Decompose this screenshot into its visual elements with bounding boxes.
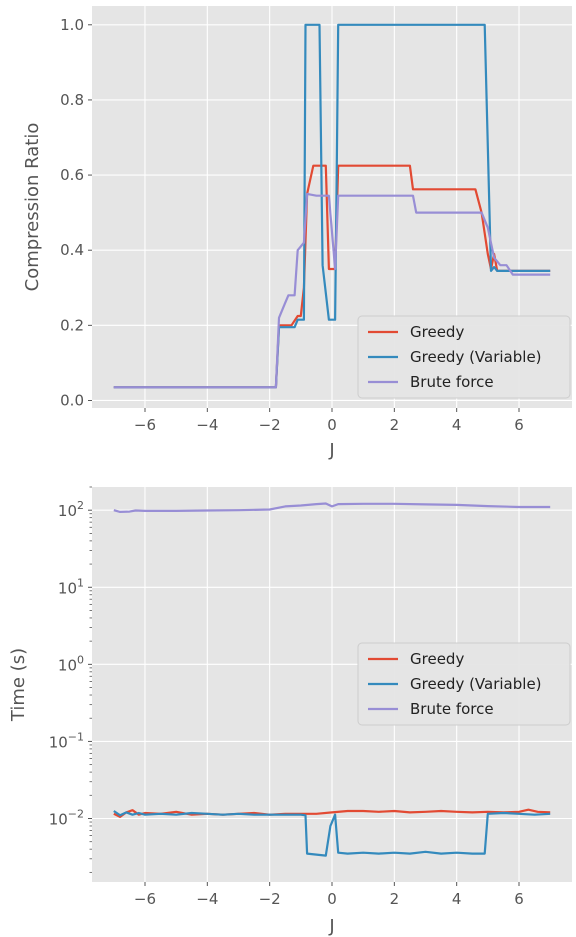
chart2-x-tick-label: 4 <box>452 890 462 908</box>
chart1-legend-label-greedy: Greedy <box>410 323 464 341</box>
chart1-panel: −6 −4 −2 0 2 4 6 0.0 0.2 0.4 0.6 0.8 1.0 J Compression… <box>22 6 572 461</box>
chart1-x-tick-label: 6 <box>514 416 524 434</box>
chart1-x-tick-label: 4 <box>452 416 462 434</box>
chart2-legend-label-brute-force: Brute force <box>410 700 494 718</box>
chart1-series-greedy-variable <box>113 23 551 389</box>
chart2-x-tick-label: 6 <box>514 890 524 908</box>
chart2-x-tick-label: −6 <box>134 890 156 908</box>
chart2-y-tick-label: 100 <box>58 653 84 674</box>
chart1-legend-box <box>357 315 571 399</box>
chart1-legend: Greedy Greedy (Variable) Brute force <box>357 315 571 399</box>
chart1-y-axis-label: Compression Ratio <box>22 123 43 292</box>
chart2-y-tick-label: 102 <box>58 499 84 520</box>
chart1-y-tick-label: 0.6 <box>60 166 84 184</box>
chart1-x-tick-label: −2 <box>259 416 281 434</box>
chart2-x-tick-label: −4 <box>196 890 218 908</box>
chart1-x-tick-label: −6 <box>134 416 156 434</box>
chart1-legend-label-greedy-variable: Greedy (Variable) <box>410 348 542 366</box>
chart2-x-tick-label: 0 <box>327 890 337 908</box>
chart2-x-tick-label: 2 <box>390 890 400 908</box>
chart2-series-greedy <box>113 808 551 819</box>
chart1-x-tick-label: 2 <box>390 416 400 434</box>
chart2-y-axis-label: Time (s) <box>8 648 29 722</box>
chart2-panel: −6 −4 −2 0 2 4 6 10−2 10−1 100 101 102 J Time (s) Gree… <box>8 486 572 937</box>
chart2-series-brute-force <box>113 502 551 513</box>
chart1-y-tick-label: 0.2 <box>60 316 84 334</box>
chart2-legend-label-greedy-variable: Greedy (Variable) <box>410 675 542 693</box>
chart2-legend-box <box>357 642 571 726</box>
chart1-y-tick-label: 0.0 <box>60 391 84 409</box>
chart2-x-axis-label: J <box>328 916 334 937</box>
chart2-y-tick-label: 101 <box>58 576 84 597</box>
chart1-y-tick-label: 0.4 <box>60 241 84 259</box>
chart1-x-tick-label: 0 <box>327 416 337 434</box>
chart1-legend-label-brute-force: Brute force <box>410 373 494 391</box>
chart1-x-axis-label: J <box>328 440 334 461</box>
chart2-y-tick-label: 10−2 <box>49 807 84 828</box>
chart2-series-greedy-variable <box>113 810 551 857</box>
chart2-y-tick-label: 10−1 <box>49 730 84 751</box>
chart2-x-tick-label: −2 <box>259 890 281 908</box>
chart1-y-tick-label: 1.0 <box>60 16 84 34</box>
chart1-x-tick-label: −4 <box>196 416 218 434</box>
chart2-legend: Greedy Greedy (Variable) Brute force <box>357 642 571 726</box>
chart2-legend-label-greedy: Greedy <box>410 650 464 668</box>
chart1-y-tick-label: 0.8 <box>60 91 84 109</box>
chart1-series-brute-force <box>113 192 551 389</box>
